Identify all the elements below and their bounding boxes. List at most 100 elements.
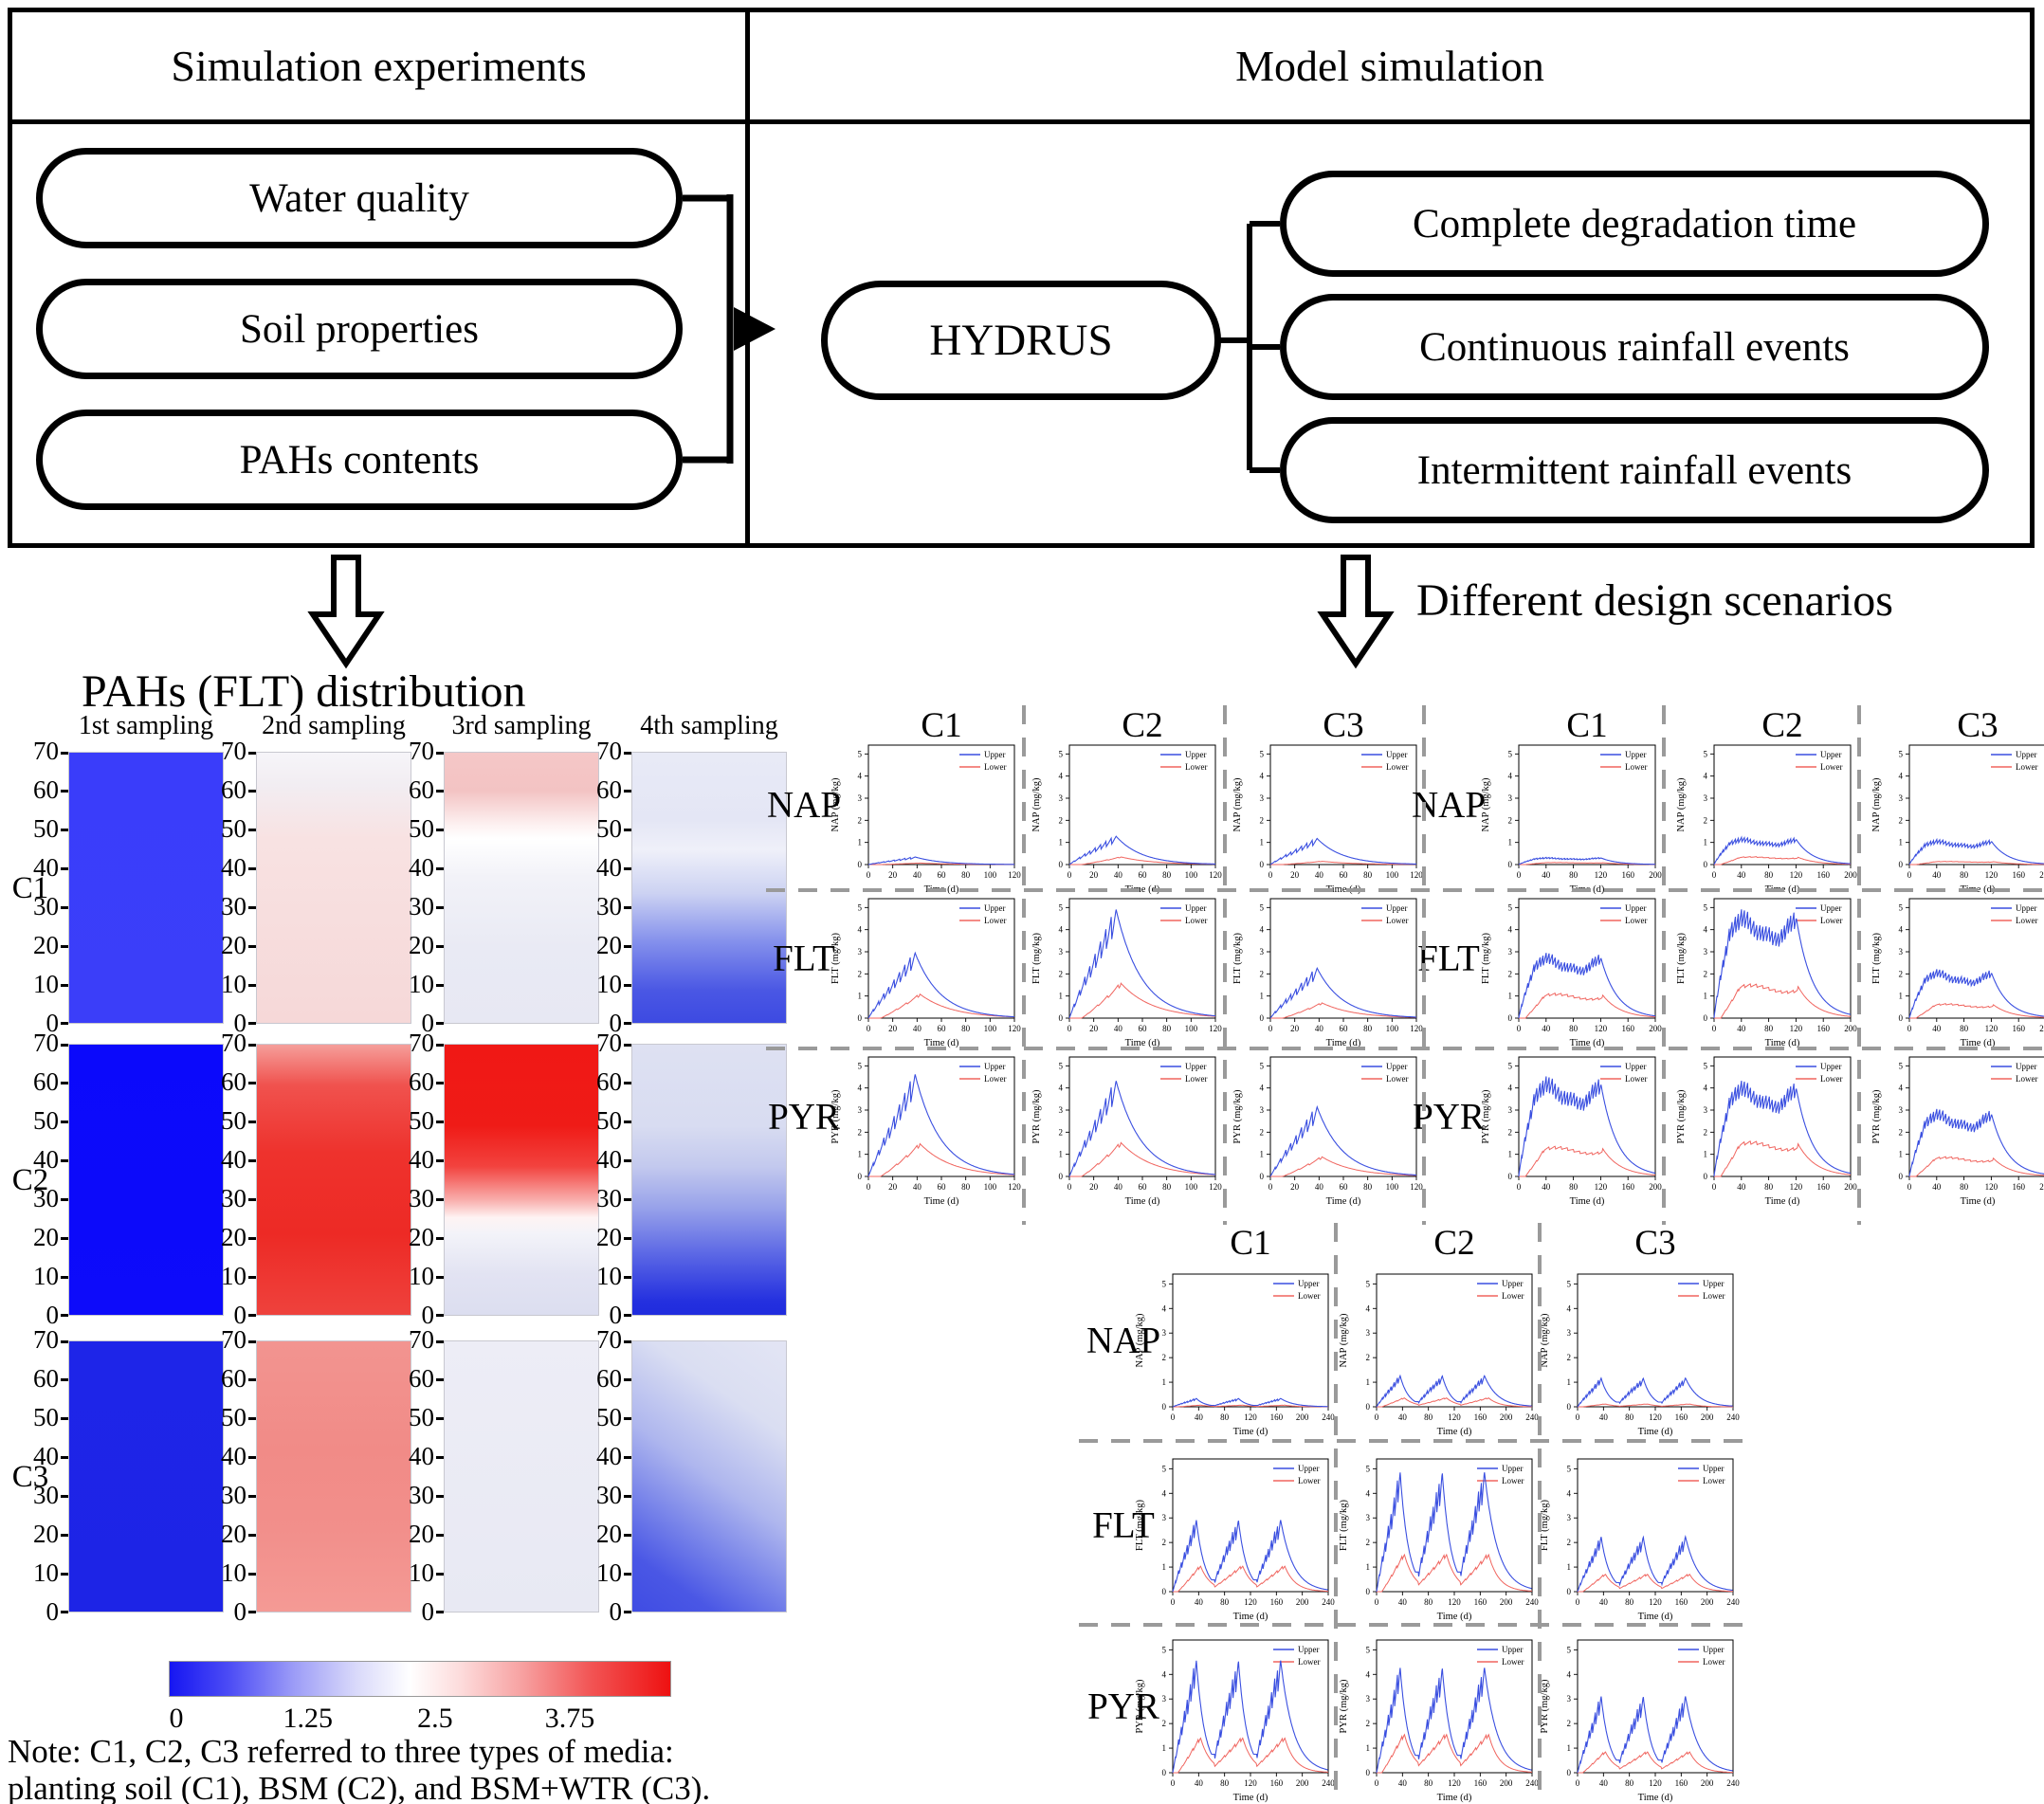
x-tick-label: 60	[938, 1024, 947, 1033]
heatmap-ytick-label: 60	[409, 775, 434, 804]
x-tick-label: 100	[984, 1024, 997, 1033]
chart-col-header-block-a-C3: C3	[1323, 706, 1364, 745]
lower-series-line	[1069, 1141, 1216, 1177]
colorbar-tick-label: 3.75	[544, 1703, 595, 1734]
y-tick-label: 5	[1508, 749, 1513, 758]
chart-block-a-PYR-C2: 0 1 2 3 4 5 0 20 40 60 80 100 120 Time (d) PYR (mg/kg)…	[1031, 1056, 1222, 1207]
chart-col-header-block-c-C1: C1	[1230, 1224, 1271, 1263]
heatmap-ytick-label: 10	[409, 970, 434, 998]
y-tick-label: 1	[1508, 838, 1513, 847]
y-tick-label: 0	[1260, 1013, 1265, 1023]
legend-upper-label: Upper	[1386, 903, 1408, 913]
x-tick-label: 120	[1790, 1182, 1803, 1192]
heatmap-ytick-mark	[624, 1314, 631, 1317]
y-tick-label: 0	[1059, 860, 1064, 869]
y-tick-label: 1	[858, 992, 863, 1001]
x-tick-label: 120	[1985, 870, 1998, 880]
x-tick-label: 80	[1162, 870, 1172, 880]
note-line-1: Note: C1, C2, C3 referred to three types…	[8, 1733, 674, 1770]
y-tick-label: 4	[1508, 772, 1513, 781]
upper-series-line	[1376, 1667, 1532, 1774]
x-tick-label: 120	[1209, 1182, 1222, 1192]
y-tick-label: 4	[1567, 1303, 1572, 1313]
heatmap-ytick-mark	[624, 1159, 631, 1162]
x-tick-label: 0	[1576, 1597, 1580, 1607]
heatmap-ytick-label: 40	[221, 853, 246, 882]
heatmap-ytick-mark	[248, 829, 256, 831]
x-tick-label: 40	[1114, 1024, 1123, 1033]
heatmap-ytick-label: 40	[409, 1442, 434, 1470]
heatmap-ytick-mark	[436, 1276, 444, 1279]
x-tick-label: 200	[1701, 1412, 1714, 1422]
heatmap-ytick-mark	[436, 1340, 444, 1343]
heatmap-ytick-label: 70	[33, 1029, 59, 1057]
y-tick-label: 3	[858, 947, 863, 957]
heatmap-ytick-label: 0	[421, 1009, 435, 1037]
flowchart-table-border	[8, 8, 2035, 548]
y-tick-label: 1	[1366, 1377, 1371, 1387]
y-tick-label: 3	[1508, 1105, 1513, 1115]
plot-border	[1518, 898, 1656, 1019]
y-axis-title: PYR (mg/kg)	[830, 1089, 841, 1143]
y-tick-label: 3	[1704, 1105, 1708, 1115]
x-tick-label: 120	[1244, 1778, 1257, 1788]
heatmap-ytick-label: 30	[596, 1184, 622, 1212]
x-tick-label: 160	[1270, 1778, 1284, 1788]
x-tick-label: 80	[1162, 1182, 1172, 1192]
x-tick-label: 40	[1599, 1778, 1609, 1788]
x-axis-title: Time (d)	[924, 1038, 959, 1048]
upper-series-line	[1908, 1108, 2044, 1177]
heatmap-ytick-label: 70	[221, 737, 246, 765]
chart-block-a-FLT-C2: 0 1 2 3 4 5 0 20 40 60 80 100 120 Time (d) FLT (mg/kg)…	[1031, 898, 1222, 1048]
chart-block-a-FLT-C1: 0 1 2 3 4 5 0 20 40 60 80 100 120 Time (d) FLT (mg/kg)…	[830, 898, 1021, 1048]
x-tick-label: 80	[1960, 1024, 1969, 1033]
heatmap-ytick-mark	[624, 1340, 631, 1343]
grid-divider-vertical	[1857, 705, 1861, 1225]
x-axis-title: Time (d)	[1437, 1793, 1472, 1803]
grid-divider-vertical	[1422, 705, 1426, 1225]
heatmap-ytick-mark	[248, 790, 256, 793]
x-tick-label: 0	[1712, 1024, 1717, 1033]
heatmap-ytick-mark	[61, 1198, 68, 1201]
legend-upper-label: Upper	[1703, 1464, 1725, 1473]
x-tick-label: 80	[1960, 870, 1969, 880]
legend-upper-label: Upper	[984, 750, 1006, 759]
heatmap-ytick-label: 10	[33, 970, 59, 998]
x-tick-label: 200	[1296, 1597, 1309, 1607]
heatmap-ytick-mark	[248, 1276, 256, 1279]
plot-border	[1518, 744, 1656, 866]
x-tick-label: 200	[1296, 1778, 1309, 1788]
heatmap-ytick-mark	[436, 1378, 444, 1381]
lower-series-line	[1578, 1573, 1733, 1593]
y-tick-label: 3	[858, 1105, 863, 1115]
legend-upper-label: Upper	[1502, 1279, 1524, 1288]
heatmap-ytick-mark	[248, 1573, 256, 1576]
x-tick-label: 240	[1322, 1412, 1335, 1422]
y-tick-label: 0	[1899, 1013, 1904, 1023]
x-tick-label: 40	[1195, 1597, 1204, 1607]
chart-block-c-FLT-C3: 0 1 2 3 4 5 0 40 80 120 160 200 240 Time (d) FLT (mg/k…	[1540, 1458, 1740, 1622]
x-axis-title: Time (d)	[1437, 1612, 1472, 1622]
grid-divider-vertical	[1334, 1223, 1338, 1790]
y-tick-label: 1	[1567, 1377, 1572, 1387]
y-tick-label: 0	[1567, 1768, 1572, 1777]
x-tick-label: 40	[1195, 1778, 1204, 1788]
heatmap-ytick-label: 30	[33, 892, 59, 920]
y-axis-title: PYR (mg/kg)	[1676, 1089, 1687, 1143]
heatmap-ytick-label: 70	[596, 1325, 622, 1354]
heatmap-ytick-label: 50	[596, 814, 622, 843]
heatmap-ytick-mark	[624, 1022, 631, 1025]
y-tick-label: 0	[1899, 1172, 1904, 1181]
right-section-header-label: Model simulation	[1235, 42, 1544, 90]
heatmap-ytick-label: 60	[596, 775, 622, 804]
y-tick-label: 2	[1260, 969, 1265, 978]
x-tick-label: 240	[1726, 1597, 1740, 1607]
y-tick-label: 1	[1704, 838, 1708, 847]
heatmap-ytick-mark	[248, 1082, 256, 1084]
y-tick-label: 4	[1059, 772, 1064, 781]
legend-upper-label: Upper	[1703, 1645, 1725, 1654]
lower-series-line	[1377, 1733, 1532, 1774]
x-tick-label: 60	[1340, 870, 1349, 880]
heatmap-ytick-mark	[624, 867, 631, 870]
